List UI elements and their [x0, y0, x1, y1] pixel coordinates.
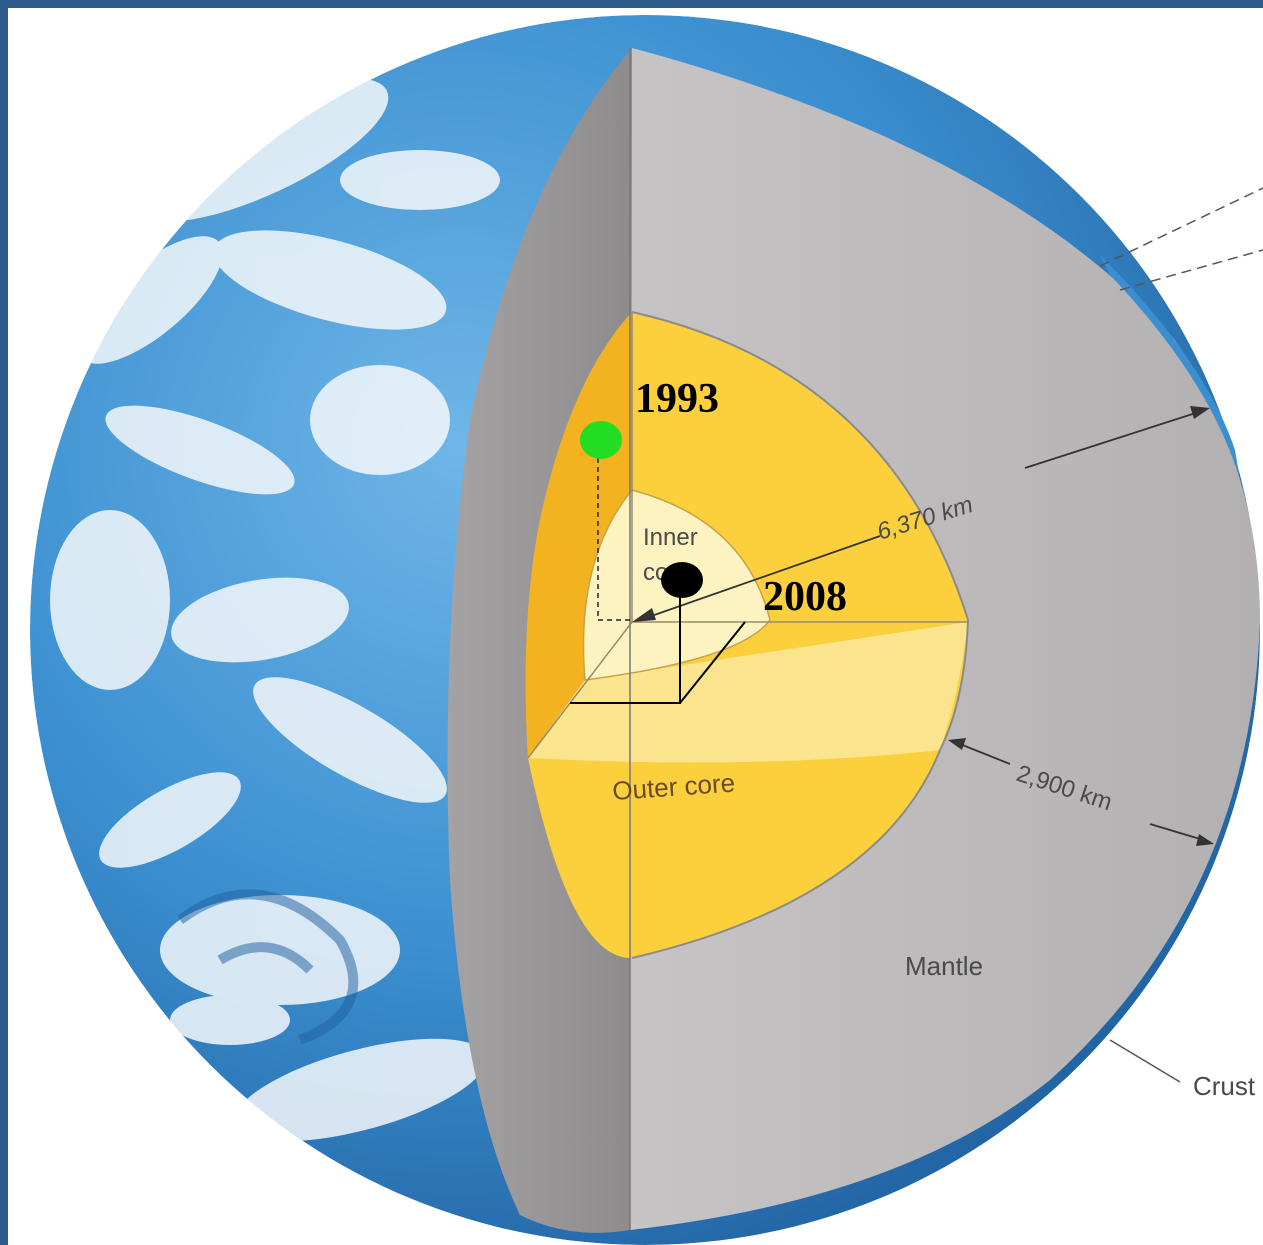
crust-label: Crust: [1193, 1071, 1256, 1101]
year-1993-label: 1993: [635, 376, 719, 422]
inner-core-label-line1: Inner: [643, 524, 698, 551]
outer-core-floor: [528, 622, 968, 763]
cloud-cover: [50, 78, 500, 1142]
marker-1993: [580, 421, 632, 621]
year-2008-label: 2008: [763, 574, 847, 620]
mantle-thickness-arrow: [948, 738, 1214, 846]
marker-2008: [570, 562, 746, 704]
mantle-label: Mantle: [905, 951, 983, 981]
section-lines: [527, 312, 968, 759]
crust-rim: [1100, 255, 1240, 480]
crust-callout-lines: [1099, 187, 1263, 1083]
marker-2008-dot: [661, 562, 703, 598]
marker-1993-dot: [580, 421, 622, 459]
